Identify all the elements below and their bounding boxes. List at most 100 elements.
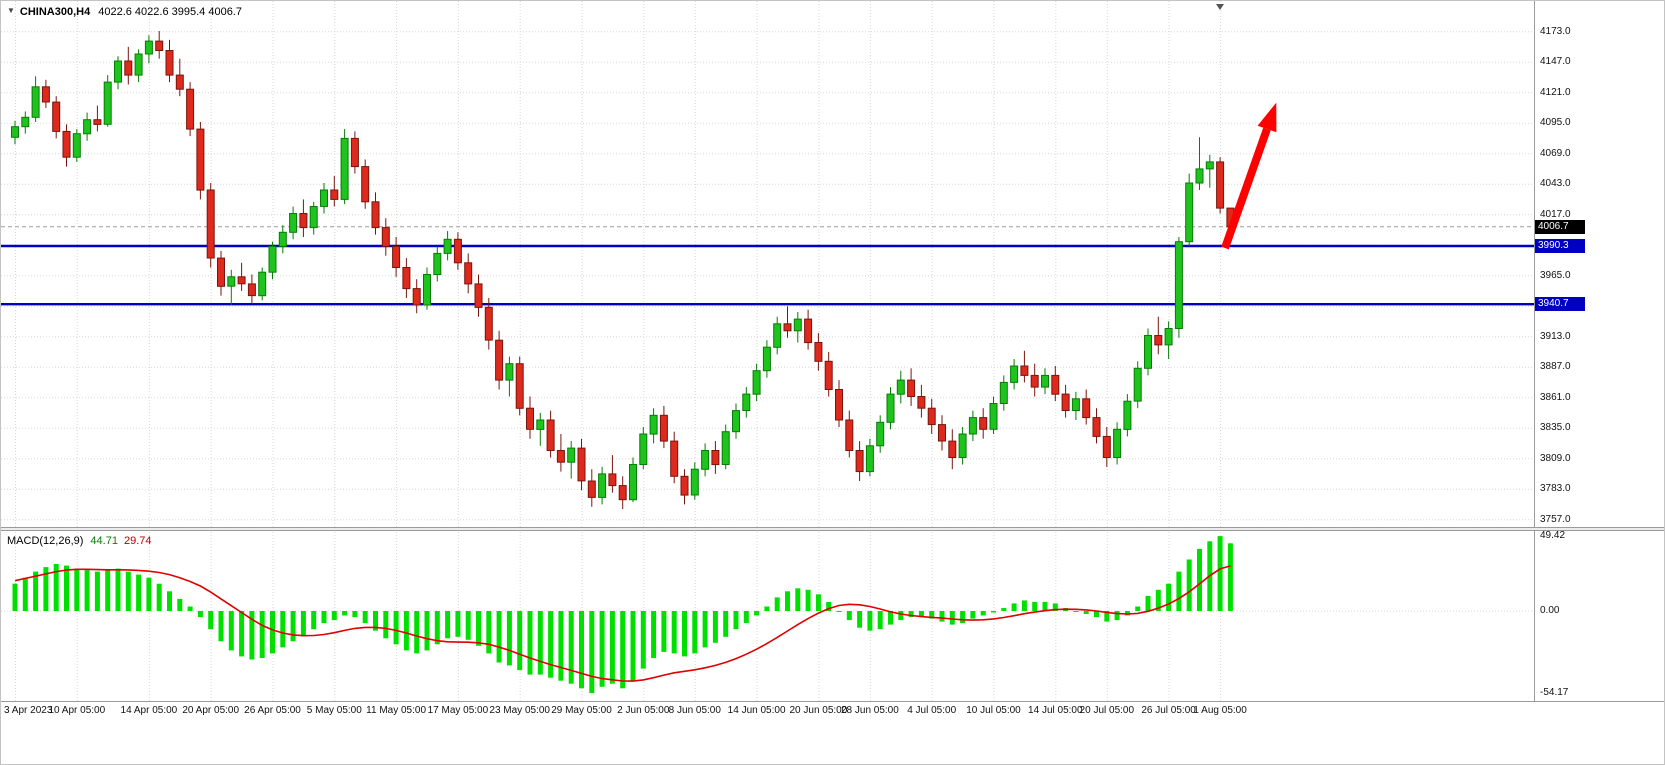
candle-body (865, 445, 874, 473)
candle-body (1030, 374, 1039, 388)
candle-body (659, 414, 668, 442)
candle-body (278, 231, 287, 247)
candle-body (1061, 393, 1070, 412)
candle-body (186, 88, 195, 130)
candle-body (917, 396, 926, 409)
candle-body (587, 480, 596, 498)
candle-body (124, 60, 133, 76)
macd-histogram-bar (445, 611, 451, 639)
candle-body (608, 473, 617, 487)
panel-separator[interactable] (1, 527, 1664, 531)
level-price-tag[interactable]: 3940.7 (1535, 297, 1585, 311)
macd-histogram-bar (558, 611, 564, 681)
macd-histogram-bar (218, 611, 224, 642)
candle-body (320, 189, 328, 207)
price-axis-label: 4069.0 (1540, 148, 1571, 159)
macd-histogram-bar (496, 611, 502, 663)
macd-histogram-bar (1227, 543, 1233, 611)
candle-body (134, 53, 143, 76)
macd-histogram-bar (733, 611, 739, 630)
trend-arrow-head[interactable] (1257, 102, 1277, 133)
candle-body (381, 227, 390, 247)
candle-body (41, 86, 50, 103)
candle-body (453, 238, 462, 264)
candle-body (423, 274, 431, 306)
macd-histogram-bar (352, 611, 358, 618)
candle-body (1144, 335, 1152, 369)
candle-body (1174, 241, 1183, 329)
macd-histogram-bar (1197, 548, 1202, 611)
macd-histogram-bar (342, 611, 348, 616)
time-axis[interactable]: 3 Apr 2023 10 Apr 05:00 14 Apr 05:00 20 Apr… (1, 702, 1664, 764)
macd-histogram-bar (290, 611, 296, 642)
macd-histogram-bar (815, 594, 821, 611)
chart-shift-marker[interactable] (1216, 4, 1224, 10)
level-price-tag[interactable]: 3990.3 (1535, 239, 1585, 253)
macd-histogram-bar (424, 611, 430, 651)
macd-histogram-bar (64, 565, 69, 611)
macd-histogram-bar (300, 611, 306, 636)
time-axis-label: 10 Apr 05:00 (48, 705, 106, 716)
candle-body (814, 342, 823, 362)
macd-histogram-bar (918, 611, 924, 618)
candle-body (412, 288, 421, 306)
candle-body (299, 213, 308, 229)
macd-histogram-bar (74, 568, 80, 611)
price-axis-label: 3861.0 (1540, 392, 1571, 403)
price-axis-label: 4017.0 (1540, 209, 1571, 220)
macd-histogram-bar (970, 611, 976, 619)
price-axis[interactable]: 49.42 0.00 -54.17 4173.0 4147.0 4121.0 4095… (1534, 1, 1664, 701)
candle-body (62, 130, 71, 158)
candle-body (217, 257, 225, 287)
candle-body (175, 74, 184, 90)
candle-body (340, 137, 349, 200)
time-axis-label: 5 May 05:00 (306, 705, 362, 716)
candle-body (371, 201, 380, 229)
candle-body (237, 276, 246, 285)
candle-body (1041, 374, 1049, 388)
macd-histogram-bar (1042, 601, 1048, 611)
macd-histogram-bar (754, 611, 760, 616)
candle-body (701, 450, 710, 470)
candle-body (742, 393, 751, 412)
macd-histogram-bar (640, 611, 646, 669)
price-axis-label: 3913.0 (1540, 331, 1571, 342)
macd-histogram-bar (867, 611, 873, 631)
macd-histogram-bar (506, 611, 512, 666)
macd-histogram-bar (465, 611, 471, 640)
price-axis-label: 4147.0 (1540, 56, 1571, 67)
macd-histogram-bar (774, 597, 780, 611)
candle-body (1113, 428, 1122, 458)
candle-body (1102, 435, 1111, 458)
macd-histogram-bar (177, 598, 183, 611)
price-axis-label: 3783.0 (1540, 483, 1571, 494)
price-axis-label: 3809.0 (1540, 453, 1571, 464)
candle-body (114, 60, 122, 83)
price-chart-surface[interactable] (1, 1, 1534, 528)
macd-histogram-bar (1052, 603, 1058, 611)
candle-body (474, 283, 483, 308)
candle-body (896, 379, 905, 395)
candle-body (968, 417, 977, 435)
macd-histogram-bar (476, 611, 481, 646)
macd-histogram-bar (393, 611, 399, 645)
macd-histogram-bar (1176, 571, 1182, 611)
macd-histogram-bar (403, 611, 409, 651)
macd-histogram-bar (805, 589, 811, 611)
trend-arrow-shaft[interactable] (1221, 127, 1271, 250)
candle-body (1092, 417, 1101, 437)
candle-body (577, 447, 586, 482)
macd-panel-surface[interactable] (1, 532, 1534, 701)
macd-histogram-bar (589, 611, 595, 694)
time-axis-label: 14 Apr 05:00 (120, 705, 178, 716)
macd-histogram-bar (1073, 611, 1079, 612)
macd-histogram-bar (1032, 601, 1038, 611)
candle-body (618, 485, 627, 501)
candle-body (196, 128, 205, 191)
collapse-arrow-icon[interactable]: ▼ (7, 6, 15, 15)
macd-histogram-bar (270, 611, 275, 654)
macd-scale-min-label: -54.17 (1540, 687, 1569, 698)
macd-histogram-bar (846, 611, 852, 621)
macd-histogram-bar (331, 611, 337, 621)
